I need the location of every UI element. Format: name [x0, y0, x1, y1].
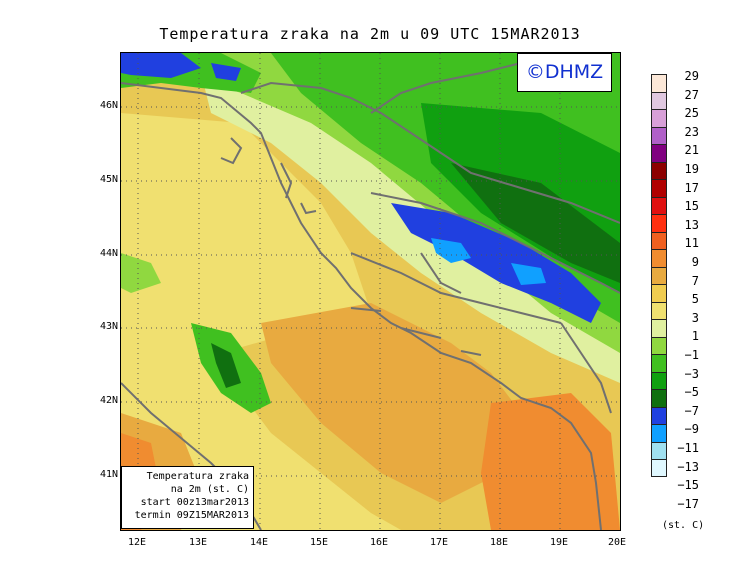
field-minus9-minus7 — [391, 203, 601, 323]
legend-swatch — [651, 336, 667, 354]
legend-value: 7 — [691, 273, 699, 288]
legend-swatch — [651, 441, 667, 459]
legend-value: 9 — [691, 255, 699, 269]
legend-value: 1 — [691, 329, 699, 344]
legend-value: 19 — [684, 162, 699, 176]
legend-value: 25 — [684, 106, 699, 121]
legend-swatch — [651, 424, 667, 442]
lon-label-12e: 12E — [127, 537, 147, 548]
field-9-11-se — [481, 393, 620, 530]
legend-value: 13 — [684, 217, 699, 232]
temperature-field — [121, 53, 620, 530]
legend-value: −5 — [684, 385, 699, 400]
lon-label-20e: 20E — [607, 537, 627, 548]
info-line-1: Temperatura zraka — [146, 471, 249, 482]
legend-value: 15 — [684, 199, 699, 214]
field-minus7-minus5 — [451, 163, 620, 283]
lat-label-42n: 42N — [99, 395, 118, 406]
info-line-3: start 00z13mar2013 — [140, 497, 249, 508]
legend-value: 3 — [691, 310, 699, 325]
map-info-box: Temperatura zraka na 2m (st. C) start 00… — [121, 466, 254, 529]
legend-value: −17 — [677, 496, 699, 511]
legend-value: 17 — [684, 180, 699, 195]
legend-value: −9 — [684, 422, 699, 437]
color-legend — [651, 74, 667, 477]
legend-swatch — [651, 231, 667, 249]
field-alps-blue — [121, 53, 201, 78]
field-3-5-west — [121, 113, 371, 373]
legend-value: −1 — [684, 348, 699, 362]
legend-swatch — [651, 354, 667, 372]
lat-label-46n: 46N — [99, 100, 118, 111]
legend-swatch — [651, 109, 667, 127]
legend-swatch — [651, 91, 667, 109]
graticule — [121, 53, 620, 530]
lon-label-19e: 19E — [549, 537, 569, 548]
legend-value: −11 — [677, 441, 699, 455]
legend-swatch — [651, 459, 667, 477]
legend-swatch — [651, 126, 667, 144]
lon-label-13e: 13E — [188, 537, 208, 548]
legend-swatch — [651, 249, 667, 267]
info-line-2: na 2m (st. C) — [170, 484, 249, 495]
field-alps-blue-b — [211, 63, 241, 81]
legend-value: 11 — [684, 236, 699, 251]
legend-swatch — [651, 266, 667, 284]
legend-value: 23 — [684, 124, 699, 139]
lon-label-14e: 14E — [249, 537, 269, 548]
legend-swatch — [651, 284, 667, 302]
legend-swatch — [651, 319, 667, 337]
map-title: Temperatura zraka na 2m u 09 UTC 15MAR20… — [159, 25, 581, 43]
legend-swatch — [651, 406, 667, 424]
lon-label-16e: 16E — [369, 537, 389, 548]
legend-value: −15 — [677, 478, 699, 493]
field-minus11-minus9 — [431, 238, 471, 263]
legend-value: −7 — [684, 403, 699, 418]
legend-swatch — [651, 161, 667, 179]
lat-label-44n: 44N — [99, 248, 118, 259]
legend-value: 21 — [684, 143, 699, 158]
legend-swatch — [651, 214, 667, 232]
legend-value: 27 — [684, 87, 699, 102]
legend-swatch — [651, 144, 667, 162]
field-apennine-dark — [211, 343, 241, 388]
temperature-map — [120, 52, 621, 531]
legend-value: −3 — [684, 366, 699, 381]
legend-swatch — [651, 196, 667, 214]
lon-label-15e: 15E — [309, 537, 329, 548]
legend-swatch — [651, 371, 667, 389]
lat-label-45n: 45N — [99, 174, 118, 185]
legend-swatch — [651, 389, 667, 407]
legend-value: 5 — [691, 292, 699, 307]
info-line-4: termin 09Z15MAR2013 — [134, 510, 249, 521]
legend-unit: (st. C) — [662, 520, 705, 531]
lat-label-41n: 41N — [99, 469, 118, 480]
legend-value: −13 — [677, 459, 699, 474]
legend-swatch — [651, 74, 667, 92]
legend-value: 29 — [684, 69, 699, 83]
lon-label-17e: 17E — [429, 537, 449, 548]
field-minus11-minus9-b — [511, 263, 546, 285]
lon-label-18e: 18E — [489, 537, 509, 548]
legend-swatch — [651, 301, 667, 319]
dhmz-logo: ©DHMZ — [517, 53, 612, 92]
lat-label-43n: 43N — [99, 321, 118, 332]
legend-swatch — [651, 179, 667, 197]
field-italy-green — [121, 253, 161, 293]
field-7-9-central — [261, 303, 521, 503]
